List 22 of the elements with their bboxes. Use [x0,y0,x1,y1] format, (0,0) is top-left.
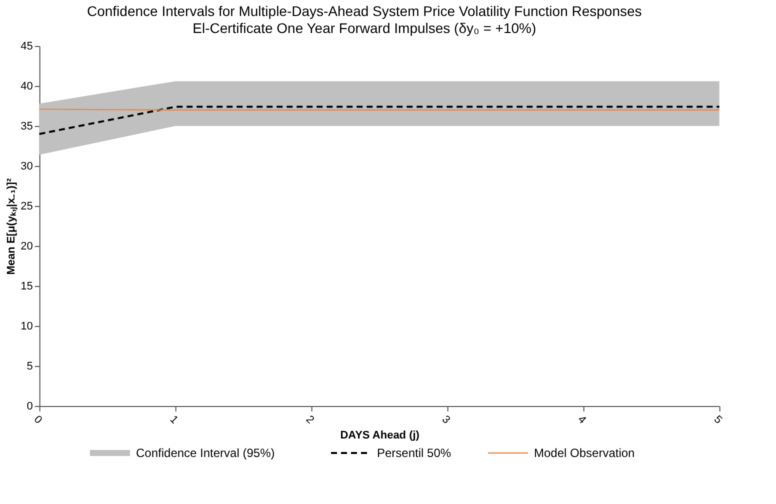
legend-label: Persentil 50% [377,446,452,460]
x-tick-label: 5 [711,414,724,426]
y-tick-label: 0 [26,400,33,412]
legend-label: Model Observation [534,446,635,460]
y-tick-label: 25 [20,200,33,212]
x-tick-label: 4 [575,414,588,426]
y-tick-label: 40 [20,80,33,92]
y-tick-label: 30 [20,160,33,172]
y-tick-label: 35 [20,120,33,132]
y-tick-label: 15 [20,280,33,292]
x-tick-label: 1 [167,414,180,426]
x-axis-title: DAYS Ahead (j) [340,430,420,442]
x-tick-label: 2 [303,414,316,426]
y-tick-label: 45 [20,40,33,52]
legend-label: Confidence Interval (95%) [136,446,275,460]
chart-title: Confidence Intervals for Multiple-Days-Ahead System Price Volatility Function Responses [86,3,642,19]
y-tick-label: 10 [20,320,33,332]
x-tick-label: 3 [439,414,452,426]
y-tick-label: 20 [20,240,33,252]
y-axis-title: Mean E[μ(yₖ,ⱼ|x₋₁)]² [6,178,18,275]
y-tick-label: 5 [26,360,33,372]
chart-subtitle: El-Certificate One Year Forward Impulses (δy₀ = +10%) [192,20,536,36]
